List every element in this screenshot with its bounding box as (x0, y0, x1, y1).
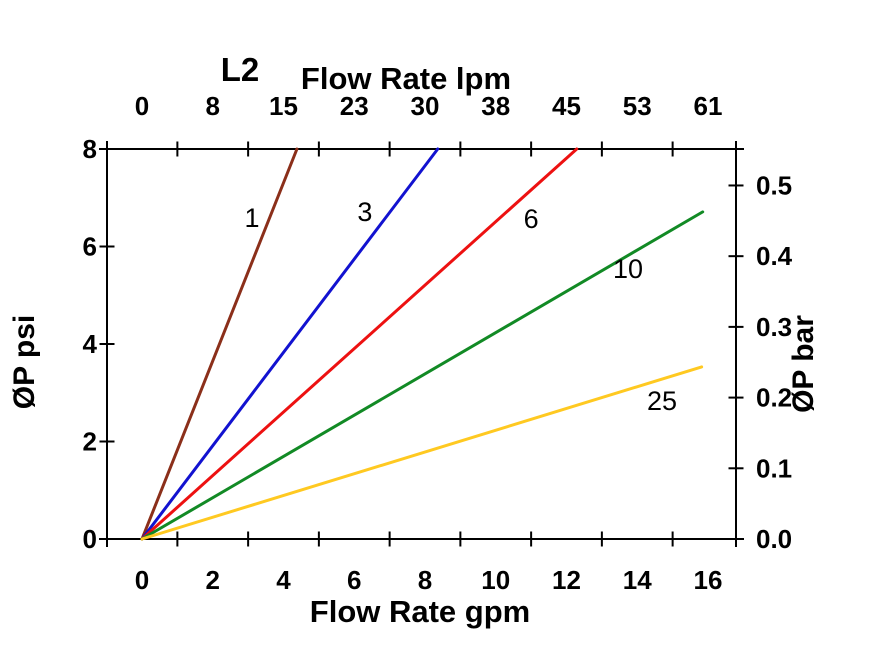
series-label-1: 1 (245, 203, 260, 233)
left-axis-title: ØP psi (8, 315, 41, 409)
series-label-10: 10 (613, 254, 643, 284)
bottom-tick-label: 4 (276, 565, 291, 595)
top-tick-label: 53 (623, 91, 652, 121)
right-tick-label: 0.0 (756, 524, 792, 554)
series-label-6: 6 (524, 204, 539, 234)
series-label-3: 3 (357, 197, 372, 227)
series-line-10 (140, 210, 705, 541)
bottom-tick-label: 12 (552, 565, 581, 595)
series-line-1 (140, 147, 299, 541)
bottom-tick-label: 8 (418, 565, 432, 595)
chart-corner-label: L2 (221, 51, 260, 88)
top-tick-label: 23 (340, 91, 369, 121)
right-tick-label: 0.2 (756, 383, 792, 413)
right-tick-label: 0.3 (756, 312, 792, 342)
right-axis-title: ØP bar (787, 315, 820, 413)
series-line-6 (140, 147, 579, 541)
right-tick-label: 0.4 (756, 241, 793, 271)
top-tick-label: 38 (481, 91, 510, 121)
right-tick-label: 0.5 (756, 170, 792, 200)
chart-generated-content: 0 8 15 23 30 38 45 53 610 2 4 6 8 10 12 14 16024680.00.1… (83, 91, 793, 595)
right-tick-label: 0.1 (756, 453, 792, 483)
left-tick-label: 0 (83, 524, 97, 554)
left-tick-label: 6 (83, 232, 97, 262)
bottom-tick-label: 14 (623, 565, 652, 595)
top-tick-label: 8 (206, 91, 220, 121)
top-tick-label: 30 (411, 91, 440, 121)
series-line-25 (140, 365, 704, 541)
left-tick-label: 8 (83, 134, 97, 164)
series-line-3 (140, 147, 440, 541)
top-tick-label: 61 (694, 91, 723, 121)
series-label-25: 25 (647, 386, 677, 416)
left-tick-label: 2 (83, 427, 97, 457)
bottom-tick-label: 16 (694, 565, 723, 595)
top-axis-title: Flow Rate lpm (301, 61, 511, 96)
left-tick-label: 4 (83, 329, 98, 359)
bottom-tick-label: 0 (135, 565, 149, 595)
top-tick-label: 15 (269, 91, 298, 121)
top-tick-label: 0 (135, 91, 149, 121)
top-tick-label: 45 (552, 91, 581, 121)
bottom-axis-title: Flow Rate gpm (310, 594, 530, 629)
bottom-tick-label: 2 (206, 565, 220, 595)
bottom-tick-label: 10 (481, 565, 510, 595)
bottom-tick-label: 6 (347, 565, 361, 595)
